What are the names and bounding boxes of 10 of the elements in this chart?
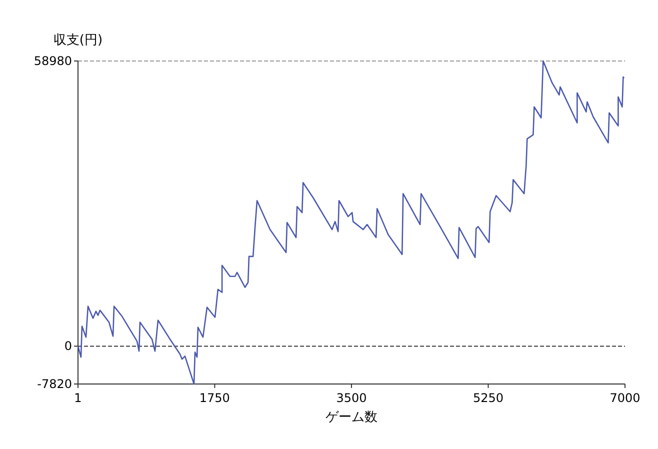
xtick: 3500 bbox=[336, 391, 367, 405]
xlabel: ゲーム数 bbox=[326, 410, 378, 425]
ylabel: 収支(円) bbox=[53, 33, 103, 48]
ytick: 0 bbox=[64, 339, 72, 354]
ytick: 58980 bbox=[34, 54, 72, 68]
ytick: -7820 bbox=[37, 377, 72, 391]
xtick: 5250 bbox=[472, 391, 504, 405]
xtick: 1 bbox=[74, 391, 82, 405]
xtick: 1750 bbox=[199, 391, 230, 405]
xtick: 7000 bbox=[610, 391, 640, 405]
